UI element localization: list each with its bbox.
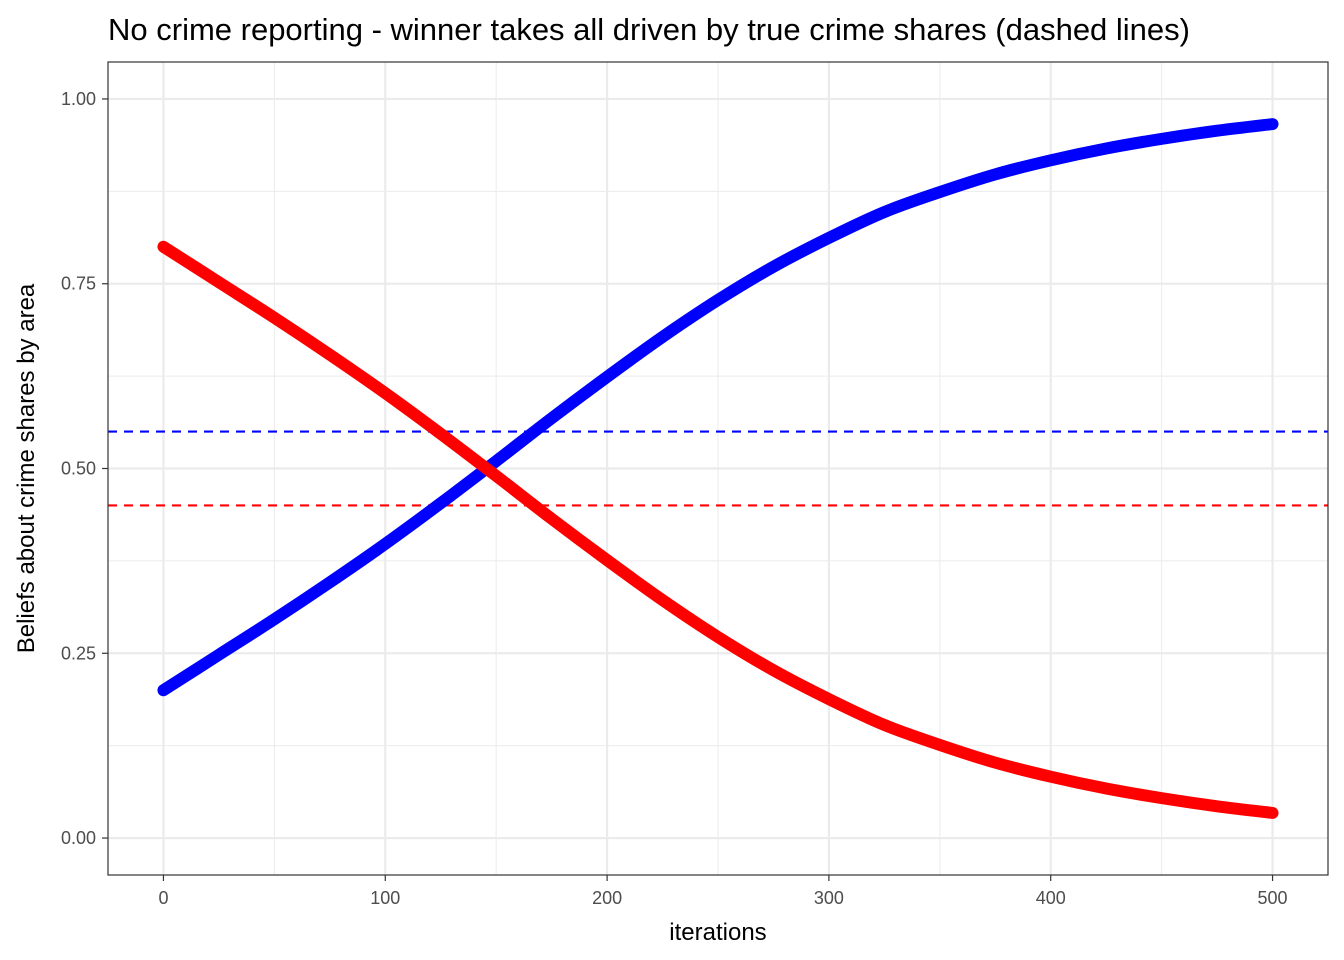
- x-tick-label: 100: [370, 888, 400, 908]
- series-line-2: [157, 240, 1279, 819]
- reference-lines: [108, 430, 1328, 507]
- major-gridlines: [108, 62, 1328, 875]
- y-tick-label: 0.00: [61, 828, 96, 848]
- x-axis-ticks: 0 100 200 300 400 500: [158, 875, 1288, 908]
- x-tick-label: 500: [1258, 888, 1288, 908]
- y-tick-label: 0.75: [61, 274, 96, 294]
- x-tick-label: 400: [1036, 888, 1066, 908]
- y-axis-title: Beliefs about crime shares by area: [13, 283, 40, 653]
- y-tick-label: 1.00: [61, 89, 96, 109]
- x-tick-label: 300: [814, 888, 844, 908]
- y-axis-ticks: 0.00 0.25 0.50 0.75 1.00: [61, 89, 108, 848]
- x-tick-label: 0: [158, 888, 168, 908]
- series-lines: [157, 118, 1279, 819]
- chart-title: No crime reporting - winner takes all dr…: [108, 12, 1190, 47]
- x-axis-title: iterations: [669, 919, 766, 946]
- series-line-1: [157, 118, 1279, 697]
- x-tick-label: 200: [592, 888, 622, 908]
- y-tick-label: 0.50: [61, 459, 96, 479]
- y-tick-label: 0.25: [61, 643, 96, 663]
